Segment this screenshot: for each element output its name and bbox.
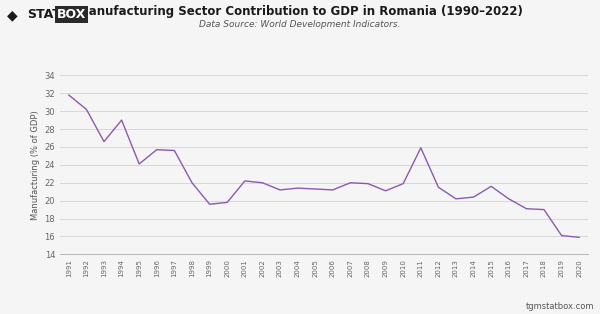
Text: Manufacturing Sector Contribution to GDP in Romania (1990–2022): Manufacturing Sector Contribution to GDP…: [77, 5, 523, 18]
Text: STAT: STAT: [27, 8, 61, 21]
Text: ◆: ◆: [7, 8, 18, 22]
Text: tgmstatbox.com: tgmstatbox.com: [526, 302, 594, 311]
Y-axis label: Manufacturing (% of GDP): Manufacturing (% of GDP): [31, 110, 40, 220]
Text: Data Source: World Development Indicators.: Data Source: World Development Indicator…: [199, 20, 401, 30]
Text: BOX: BOX: [56, 8, 86, 21]
